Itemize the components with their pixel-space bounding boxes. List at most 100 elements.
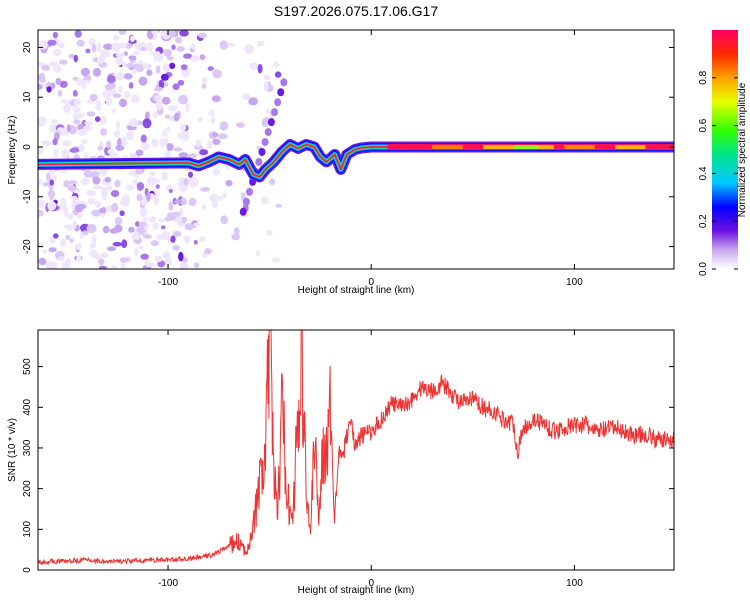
noise-speckle	[153, 86, 164, 92]
noise-speckle	[212, 198, 218, 209]
noise-speckle	[210, 116, 216, 124]
noise-speckle	[181, 69, 190, 78]
noise-speckle	[244, 44, 254, 54]
noise-speckle	[74, 99, 79, 108]
noise-speckle	[38, 209, 44, 217]
noise-speckle	[274, 71, 282, 78]
noise-speckle	[207, 140, 213, 150]
streak-blob	[255, 157, 263, 166]
noise-speckle	[233, 227, 240, 235]
noise-speckle	[119, 98, 127, 108]
noise-speckle	[104, 50, 111, 58]
noise-speckle	[154, 255, 163, 263]
noise-speckle	[61, 261, 71, 269]
noise-speckle	[118, 85, 123, 93]
noise-speckle	[91, 43, 97, 53]
noise-speckle	[87, 197, 96, 205]
noise-speckle	[151, 138, 159, 148]
noise-speckle	[96, 106, 101, 112]
noise-speckle	[80, 177, 90, 185]
noise-speckle	[80, 67, 90, 77]
x-tick-label: 0	[368, 578, 374, 589]
noise-speckle	[101, 192, 107, 201]
spectrogram-frame	[37, 29, 675, 270]
noise-speckle	[119, 210, 125, 217]
noise-speckle	[53, 149, 59, 158]
noise-speckle	[104, 176, 112, 183]
noise-speckle	[67, 213, 74, 220]
noise-speckle	[63, 180, 70, 188]
noise-speckle	[199, 54, 206, 61]
spectrogram-ylabel: Frequency (Hz)	[7, 116, 18, 185]
noise-speckle	[102, 90, 112, 99]
noise-speckle	[149, 171, 156, 177]
noise-speckle	[49, 124, 58, 133]
noise-speckle	[180, 197, 187, 206]
noise-speckle	[67, 224, 73, 232]
noise-speckle	[68, 53, 76, 59]
noise-speckle	[169, 62, 176, 69]
noise-speckle	[81, 139, 88, 144]
colorbar-tick-label: 0.4	[698, 166, 709, 180]
noise-speckle	[41, 140, 48, 146]
noise-speckle	[60, 130, 70, 136]
ridge-patch	[564, 145, 595, 150]
noise-speckle	[159, 138, 166, 148]
noise-speckle	[162, 129, 168, 137]
noise-speckle	[47, 201, 57, 211]
noise-speckle	[103, 43, 114, 50]
noise-speckle	[99, 207, 105, 214]
noise-speckle	[115, 120, 121, 130]
noise-speckle	[71, 197, 80, 206]
noise-speckle	[201, 204, 207, 210]
noise-speckle	[76, 254, 82, 263]
noise-speckle	[74, 243, 82, 251]
noise-speckle	[183, 53, 193, 59]
noise-speckle	[139, 207, 148, 218]
noise-speckle	[89, 249, 99, 258]
y-tick-label: 0	[22, 144, 33, 150]
noise-speckle	[111, 42, 121, 52]
noise-speckle	[112, 93, 122, 99]
noise-speckle	[60, 99, 69, 104]
noise-speckle	[124, 90, 131, 99]
noise-speckle	[226, 42, 236, 47]
noise-speckle	[52, 48, 62, 57]
noise-speckle	[83, 124, 93, 132]
noise-speckle	[63, 104, 72, 114]
noise-speckle	[176, 46, 185, 52]
noise-speckle	[66, 124, 72, 133]
noise-speckle	[139, 46, 147, 52]
noise-speckle	[121, 30, 127, 35]
noise-speckle	[133, 63, 141, 70]
noise-speckle	[236, 122, 245, 128]
y-tick-label: 400	[22, 399, 33, 416]
noise-speckle	[199, 236, 206, 242]
noise-speckle	[142, 118, 152, 129]
noise-speckle	[60, 148, 70, 159]
noise-speckle	[92, 176, 101, 185]
noise-speckle	[84, 121, 94, 126]
noise-speckle	[38, 72, 46, 83]
noise-speckles	[38, 30, 285, 269]
noise-speckle	[112, 241, 123, 247]
y-tick-label: 0	[22, 567, 33, 573]
noise-speckle	[256, 40, 265, 46]
noise-speckle	[155, 100, 163, 110]
noise-speckle	[86, 190, 97, 197]
noise-speckle	[184, 223, 194, 231]
spectrogram-marks	[38, 30, 674, 269]
noise-speckle	[190, 43, 196, 51]
noise-speckle	[187, 153, 198, 159]
noise-speckle	[114, 179, 121, 188]
noise-speckle	[47, 39, 57, 46]
noise-speckle	[172, 83, 180, 91]
noise-speckle	[142, 62, 151, 70]
x-tick-label: 0	[368, 277, 374, 288]
snr-ticks: -100 0 100 0 100 200 300 400 500	[22, 330, 674, 589]
noise-speckle	[173, 230, 182, 237]
noise-speckle	[138, 76, 148, 86]
noise-speckle	[145, 262, 156, 268]
noise-speckle	[255, 250, 260, 257]
noise-speckle	[151, 30, 159, 35]
